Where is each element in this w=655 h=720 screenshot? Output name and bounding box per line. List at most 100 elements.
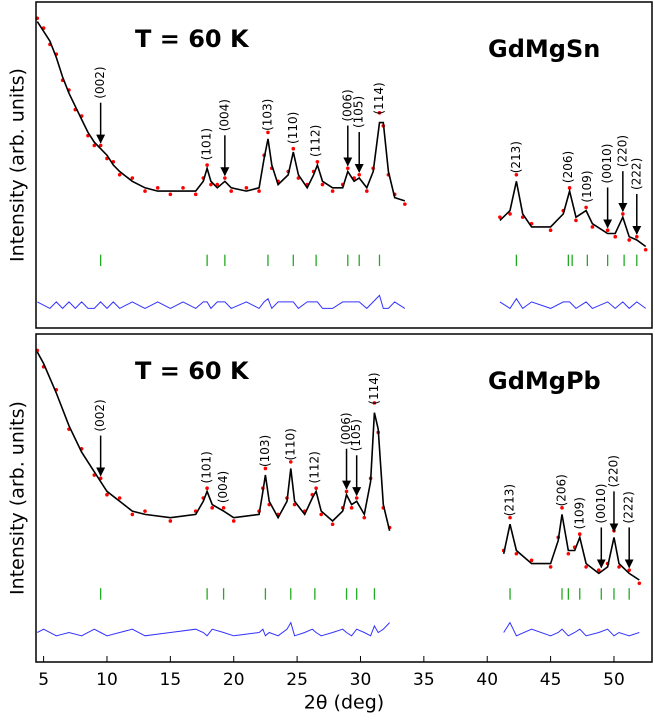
peak-label: (103) (260, 99, 274, 131)
observed-point (574, 218, 578, 223)
observed-point (130, 176, 135, 180)
observed-point (209, 182, 213, 187)
observed-point (168, 192, 173, 197)
peak-label: (112) (307, 451, 321, 483)
observed-point (319, 512, 323, 517)
observed-point (627, 568, 631, 572)
observed-point (205, 486, 209, 490)
observed-point (105, 492, 109, 497)
x-tick-label: 10 (96, 670, 118, 690)
observed-point (566, 551, 571, 556)
peak-label: (222) (622, 491, 636, 523)
peak-label: (002) (93, 399, 107, 431)
observed-point (330, 522, 335, 527)
observed-point (514, 551, 519, 556)
observed-point (354, 496, 359, 500)
observed-point (244, 186, 249, 190)
peak-label: (0010) (600, 144, 614, 184)
peak-label: (0010) (594, 484, 608, 524)
x-tick-label: 30 (350, 670, 372, 690)
observed-point (229, 189, 233, 193)
observed-point (320, 182, 325, 187)
peak-label: (213) (509, 141, 523, 173)
observed-point (231, 519, 236, 523)
peak-label: (222) (629, 158, 643, 190)
observed-point (372, 401, 377, 405)
annotation: T = 60 K (135, 25, 250, 53)
observed-point (315, 159, 320, 164)
observed-point (349, 506, 354, 510)
observed-point (346, 166, 350, 171)
x-tick-label: 50 (603, 670, 625, 690)
observed-point (577, 532, 582, 536)
observed-point (362, 515, 367, 520)
x-tick-label: 25 (286, 670, 308, 690)
peak-label: (114) (367, 372, 381, 404)
observed-point (621, 212, 625, 216)
x-tick-label: 40 (476, 670, 498, 690)
observed-point (314, 486, 318, 490)
observed-point (403, 202, 407, 206)
x-tick-label: 15 (160, 670, 182, 690)
observed-point (221, 506, 226, 510)
observed-point (498, 215, 502, 219)
observed-point (291, 146, 296, 151)
plot-frame (35, 1, 653, 329)
peak-label: (109) (572, 497, 586, 529)
x-tick-label: 5 (38, 670, 49, 690)
observed-point (330, 189, 335, 193)
peak-label: (114) (372, 82, 386, 114)
observed-point (634, 234, 639, 239)
observed-point (584, 205, 588, 210)
peak-label: (110) (286, 112, 300, 144)
observed-point (548, 228, 553, 232)
observed-point (143, 509, 147, 513)
observed-point (210, 506, 214, 510)
observed-point (508, 212, 512, 216)
observed-point (560, 506, 564, 510)
x-axis-label: 2θ (deg) (304, 692, 384, 714)
x-tick-label: 35 (413, 670, 435, 690)
observed-point (205, 163, 209, 167)
observed-point (627, 238, 631, 242)
observed-point (193, 192, 198, 197)
observed-point (117, 172, 122, 177)
peak-label: (004) (216, 471, 230, 503)
observed-point (613, 234, 618, 239)
peak-label: (220) (615, 135, 629, 167)
observed-point (529, 558, 534, 563)
observed-point (143, 189, 147, 193)
calculated-line (36, 21, 647, 248)
observed-point (617, 565, 621, 569)
peak-label: (213) (503, 484, 517, 516)
observed-point (263, 466, 268, 471)
observed-point (257, 189, 261, 193)
observed-point (357, 172, 362, 177)
peak-label: (103) (258, 435, 272, 467)
observed-point (215, 182, 220, 187)
sample-label: GdMgSn (488, 35, 600, 63)
observed-point (365, 189, 369, 193)
peak-label: (002) (93, 66, 107, 98)
observed-point (605, 228, 610, 232)
observed-point (223, 176, 227, 180)
peak-label: (109) (580, 170, 594, 202)
peak-label: (105) (352, 96, 366, 128)
difference-line (37, 621, 640, 637)
observed-point (92, 143, 97, 148)
observed-point (155, 186, 160, 190)
peak-label: (004) (217, 99, 231, 131)
x-tick-label: 45 (540, 670, 562, 690)
observed-point (130, 512, 135, 517)
observed-point (596, 568, 601, 572)
peak-label: (105) (349, 419, 363, 451)
peak-label: (220) (606, 455, 620, 487)
observed-point (288, 460, 293, 464)
observed-point (344, 489, 349, 494)
peak-label: (101) (200, 128, 214, 160)
observed-point (567, 186, 572, 190)
observed-point (377, 111, 382, 115)
y-axis-label: Intensity (arb. units) (7, 68, 29, 262)
plot-frame (35, 333, 653, 663)
